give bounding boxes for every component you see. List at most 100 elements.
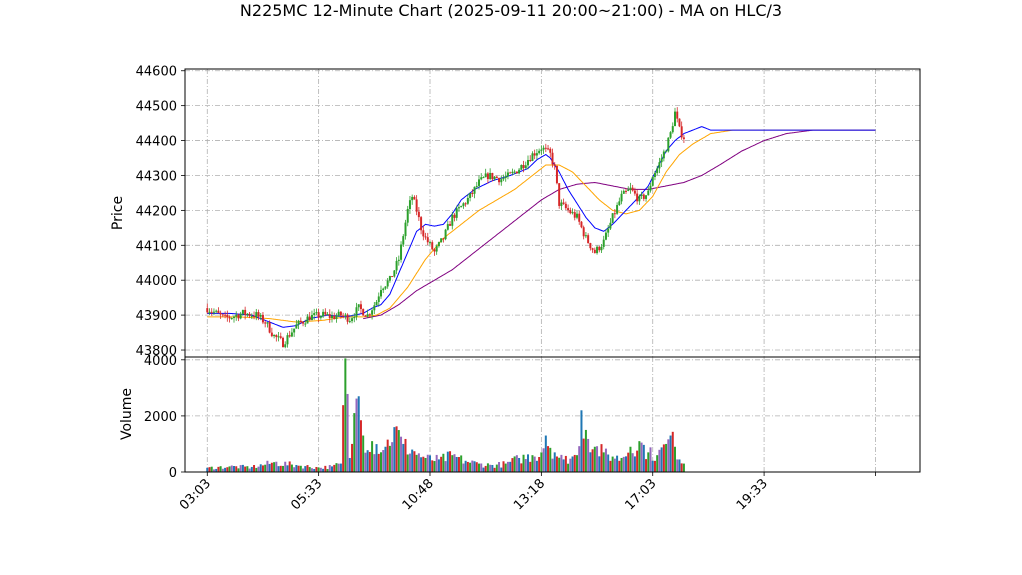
volume-bar <box>645 459 648 472</box>
volume-bar <box>221 468 224 472</box>
volume-bar <box>415 454 418 472</box>
candle-body <box>513 171 516 173</box>
candle-body <box>431 242 434 250</box>
volume-bar <box>235 466 238 472</box>
volume-bar <box>564 455 567 472</box>
volume-bar <box>667 439 670 472</box>
candle-body <box>244 309 247 315</box>
candle-body <box>357 304 360 308</box>
candle-body <box>437 242 440 247</box>
candle-body <box>388 276 391 281</box>
volume-bar <box>224 467 227 472</box>
x-tick-label: 19:33 <box>734 476 771 513</box>
volume-bar <box>562 459 565 472</box>
candle-body <box>674 111 676 127</box>
candle-body <box>277 336 280 338</box>
volume-bar <box>678 459 681 472</box>
volume-bar <box>210 466 213 472</box>
candle-body <box>535 153 538 156</box>
volume-bar <box>567 463 570 472</box>
candle-body <box>429 242 431 244</box>
candle-body <box>297 320 300 325</box>
volume-bar <box>602 452 605 472</box>
volume-tick-label: 0 <box>169 466 177 481</box>
candle-body <box>384 286 387 289</box>
candle-body <box>304 323 307 325</box>
x-axis: 03:03 05:33 10:48 13:18 17:03 19:33 <box>177 472 876 513</box>
candle-body <box>449 224 452 226</box>
volume-bar <box>531 455 534 472</box>
volume-bar <box>339 463 342 472</box>
candle-body <box>569 210 572 214</box>
volume-bar <box>333 464 336 472</box>
candle-body <box>355 307 358 317</box>
candle-body <box>498 177 501 183</box>
candle-body <box>611 213 614 223</box>
volume-bar <box>475 462 478 472</box>
volume-bar <box>380 452 382 472</box>
volume-bar <box>288 461 291 472</box>
candle-body <box>351 318 354 322</box>
volume-bar <box>680 463 683 472</box>
volume-bar <box>417 453 420 472</box>
volume-bar <box>674 446 676 472</box>
candle-body <box>248 313 251 317</box>
price-tick-label: 44000 <box>136 274 177 289</box>
candle-body <box>533 153 536 156</box>
volume-bar <box>500 467 503 472</box>
x-tick-label: 13:18 <box>511 476 548 513</box>
volume-bar <box>633 456 636 472</box>
volume-bar <box>589 452 592 472</box>
candle-body <box>279 336 282 338</box>
volume-bar <box>422 456 425 472</box>
candle-body <box>288 335 291 337</box>
candle-body <box>375 302 378 306</box>
candle-body <box>326 314 329 316</box>
volume-bar <box>627 452 630 472</box>
volume-bar <box>451 455 454 472</box>
candle-body <box>328 314 331 318</box>
volume-bar <box>317 467 320 472</box>
x-tick-label: 10:48 <box>400 476 437 513</box>
volume-bar <box>629 446 632 472</box>
candle-body <box>415 199 418 212</box>
volume-bar <box>553 452 556 472</box>
volume-bar <box>355 398 358 472</box>
candle-body <box>538 150 541 154</box>
volume-bar <box>522 454 525 472</box>
candle-body <box>230 318 233 320</box>
volume-bar <box>239 465 242 472</box>
candle-body <box>527 160 529 166</box>
volume-bar <box>219 466 222 472</box>
candle-body <box>275 334 278 338</box>
volume-bar <box>593 446 596 472</box>
price-tick-label: 44100 <box>136 239 177 254</box>
volume-bar <box>437 459 440 472</box>
candle-body <box>560 202 563 206</box>
volume-bar <box>489 464 492 472</box>
candle-body <box>295 324 298 329</box>
candle-body <box>645 195 648 199</box>
volume-bar <box>293 467 296 472</box>
volume-bar <box>241 464 244 472</box>
candle-body <box>475 185 478 187</box>
volume-bar <box>386 439 389 472</box>
volume-bar <box>411 449 414 472</box>
volume-bar <box>344 358 347 472</box>
candle-body <box>553 164 556 166</box>
volume-bar <box>600 444 603 472</box>
candle-body <box>625 190 627 192</box>
candle-body <box>237 314 240 319</box>
ma-long-line <box>363 129 876 320</box>
volume-bar <box>364 452 367 472</box>
candle-body <box>502 178 505 180</box>
candle-body <box>261 314 264 323</box>
volume-bar <box>457 457 460 472</box>
volume-bar <box>426 454 429 472</box>
volume-bar <box>651 460 654 472</box>
volume-bar <box>302 468 305 472</box>
volume-bar <box>237 468 240 472</box>
candle-body <box>259 314 262 317</box>
volume-bar <box>373 454 376 472</box>
candle-body <box>600 246 603 251</box>
